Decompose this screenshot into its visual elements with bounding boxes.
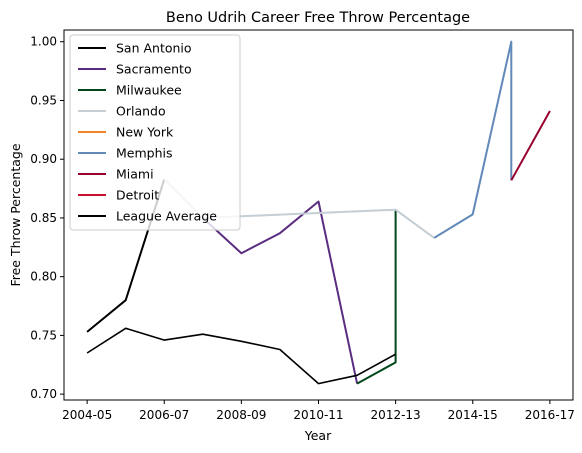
y-axis-label: Free Throw Percentage	[8, 143, 23, 286]
legend-label-0: San Antonio	[116, 41, 192, 56]
legend-label-6: Miami	[116, 167, 154, 182]
y-tick-label-4: 0.90	[30, 152, 57, 166]
x-tick-label-0: 2004-05	[62, 408, 112, 422]
series-line-6	[510, 110, 551, 181]
x-tick-label-2: 2008-09	[216, 408, 266, 422]
y-tick-label-2: 0.80	[30, 270, 57, 284]
y-tick-label-1: 0.75	[30, 328, 57, 342]
legend-box	[69, 34, 241, 231]
x-tick-label-4: 2012-13	[371, 408, 421, 422]
legend-label-1: Sacramento	[116, 62, 192, 77]
legend-label-5: Memphis	[116, 146, 173, 161]
x-axis-label: Year	[304, 428, 332, 443]
series-line-8	[86, 327, 396, 385]
y-axis: 0.70 0.75 0.80 0.85 0.90 0.95 1.00	[30, 35, 64, 401]
x-axis: 2004-05 2006-07 2008-09 2010-11 2012-13 2014-…	[62, 400, 575, 422]
series-line-2	[356, 209, 397, 385]
legend-label-8: League Average	[116, 209, 217, 224]
series-line-5	[433, 40, 513, 239]
y-tick-label-3: 0.85	[30, 211, 57, 225]
y-tick-label-0: 0.70	[30, 387, 57, 401]
x-tick-label-6: 2016-17	[525, 408, 575, 422]
x-tick-label-1: 2006-07	[139, 408, 189, 422]
chart-title: Beno Udrih Career Free Throw Percentage	[166, 10, 470, 26]
legend-label-7: Detroit	[116, 188, 159, 203]
legend-label-4: New York	[116, 125, 174, 140]
legend-label-2: Milwaukee	[116, 83, 182, 98]
series-line-1	[202, 200, 359, 384]
y-tick-label-6: 1.00	[30, 35, 57, 49]
y-tick-label-5: 0.95	[30, 93, 57, 107]
legend-label-3: Orlando	[116, 104, 166, 119]
legend: San Antonio Sacramento Milwaukee Orlando New…	[69, 34, 241, 231]
x-tick-label-3: 2010-11	[293, 408, 343, 422]
x-tick-label-5: 2014-15	[448, 408, 498, 422]
